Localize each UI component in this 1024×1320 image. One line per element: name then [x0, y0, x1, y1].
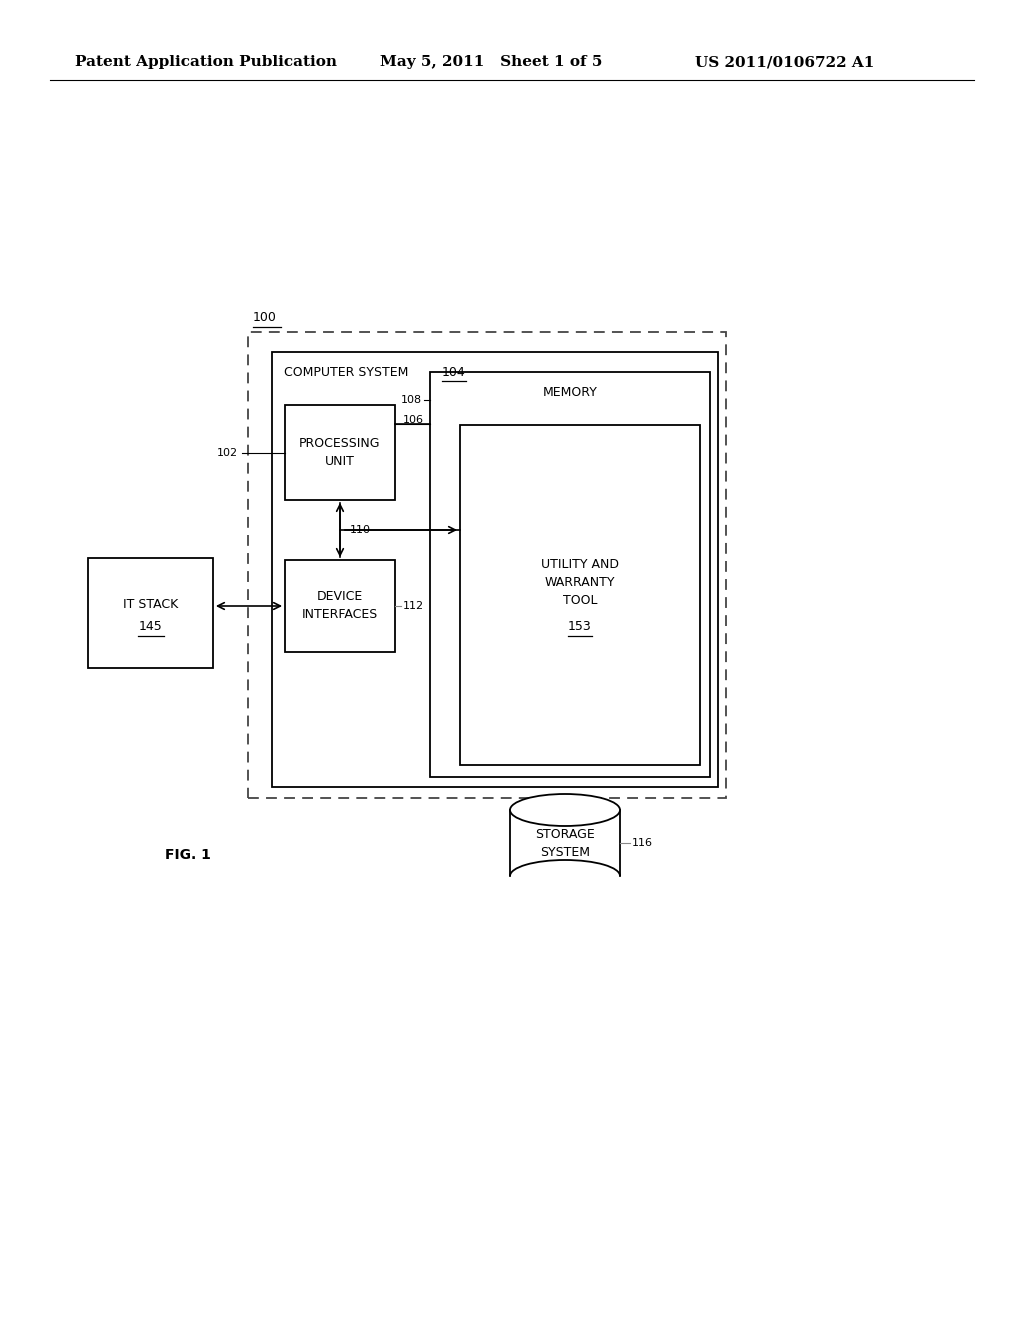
- Text: FIG. 1: FIG. 1: [165, 847, 211, 862]
- Bar: [285, 405, 395, 500]
- Text: 106: 106: [403, 414, 424, 425]
- Text: COMPUTER SYSTEM: COMPUTER SYSTEM: [284, 366, 409, 379]
- Bar: [248, 333, 726, 799]
- Bar: [272, 352, 718, 787]
- Text: 153: 153: [568, 620, 592, 634]
- Text: 110: 110: [350, 525, 371, 535]
- Text: May 5, 2011   Sheet 1 of 5: May 5, 2011 Sheet 1 of 5: [380, 55, 602, 69]
- Text: 145: 145: [138, 620, 163, 634]
- Text: PROCESSING
UNIT: PROCESSING UNIT: [299, 437, 381, 469]
- Bar: [460, 425, 700, 766]
- Text: UTILITY AND
WARRANTY
TOOL: UTILITY AND WARRANTY TOOL: [541, 558, 618, 607]
- Text: 100: 100: [253, 312, 276, 323]
- Text: 104: 104: [442, 366, 466, 379]
- Bar: [430, 372, 710, 777]
- Text: Patent Application Publication: Patent Application Publication: [75, 55, 337, 69]
- Text: 116: 116: [632, 838, 653, 847]
- Text: 108: 108: [400, 395, 422, 405]
- Text: DEVICE
INTERFACES: DEVICE INTERFACES: [302, 590, 378, 622]
- Bar: [88, 558, 213, 668]
- Text: 112: 112: [403, 601, 424, 611]
- Ellipse shape: [510, 795, 620, 826]
- Text: 102: 102: [217, 447, 238, 458]
- Bar: [285, 560, 395, 652]
- Text: IT STACK: IT STACK: [123, 598, 178, 611]
- Text: STORAGE
SYSTEM: STORAGE SYSTEM: [536, 828, 595, 858]
- Text: MEMORY: MEMORY: [543, 385, 597, 399]
- Text: US 2011/0106722 A1: US 2011/0106722 A1: [695, 55, 874, 69]
